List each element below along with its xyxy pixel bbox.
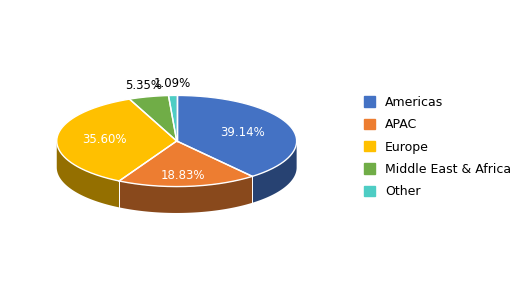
Polygon shape: [119, 141, 252, 187]
Polygon shape: [168, 96, 177, 141]
Polygon shape: [177, 96, 297, 176]
Polygon shape: [57, 99, 177, 181]
Text: 35.60%: 35.60%: [82, 133, 127, 146]
Text: 5.35%: 5.35%: [125, 78, 162, 92]
Text: 18.83%: 18.83%: [161, 169, 205, 182]
Polygon shape: [57, 141, 119, 207]
Polygon shape: [129, 96, 177, 141]
Polygon shape: [119, 176, 252, 213]
Text: 1.09%: 1.09%: [153, 77, 191, 90]
Legend: Americas, APAC, Europe, Middle East & Africa, Other: Americas, APAC, Europe, Middle East & Af…: [364, 96, 511, 198]
Polygon shape: [252, 141, 297, 203]
Text: 39.14%: 39.14%: [220, 126, 265, 139]
